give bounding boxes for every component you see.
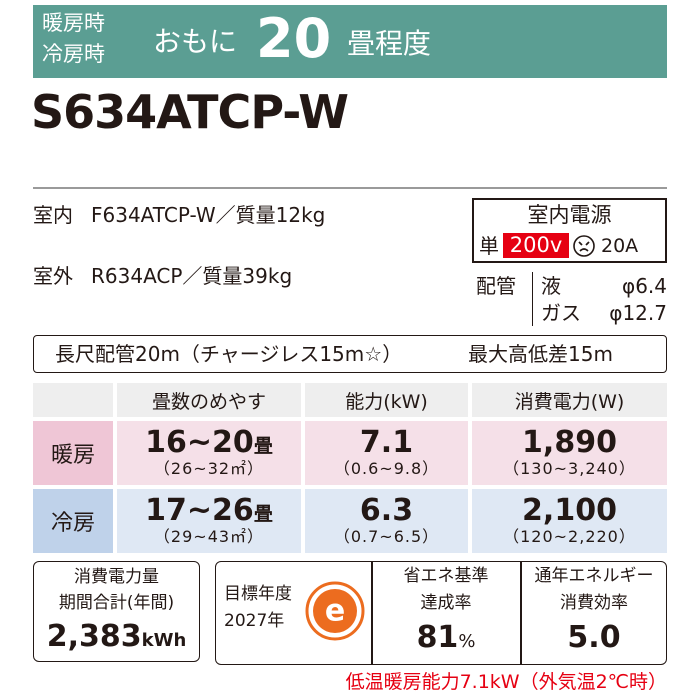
achievement-label: 達成率 [420,593,472,613]
cell-range: （120~2,220） [503,527,636,546]
piping-label: 配管 [476,274,516,298]
annual-label: 消費電力量 [74,567,159,587]
cell-main: 1,890 [522,425,617,460]
liquid-size: φ6.4 [622,274,667,298]
plug-icon [573,235,595,257]
apf-value: 5.0 [567,620,621,655]
cell-range: （26~32㎡） [153,459,265,478]
indoor-label: 室内 [33,203,73,227]
achievement-value: 81 [416,620,459,655]
annual-label: 期間合計(年間) [58,593,175,613]
cell-main: 7.1 [359,425,414,460]
footer-note: 低温暖房能力7.1kW（外気温2℃時） [345,671,667,693]
cell-range: （0.7~6.5） [333,527,440,546]
row-label: 暖房 [33,421,113,485]
cell-range: （130~3,240） [503,459,636,478]
table-cell: 1,890 （130~3,240） [472,421,667,485]
apf-label: 通年エネルギー [534,566,654,586]
table-cell: 16~20畳 （26~32㎡） [117,421,301,485]
cell-main: 16~20 [145,425,254,460]
annual-box [33,561,200,662]
liquid-name: 液 [541,274,561,298]
annual-unit: kWh [141,630,187,651]
cell-unit: 畳 [253,435,273,457]
efficiency-divider [371,561,373,665]
banner-prefix: おもに [153,25,238,58]
gas-size: φ12.7 [609,301,667,325]
outdoor-unit: 室外 R634ACP／質量39kg [33,262,292,290]
annual-value: 2,383 [46,619,142,654]
energy-mark: e [305,581,365,641]
annual-value-line: 2,383kWh [33,619,200,659]
max-height: 最大高低差15m [468,342,613,366]
indoor-unit: 室内 F634ATCP-W／質量12kg [33,201,325,229]
value-line: 17~26畳 [145,495,273,527]
table-cell: 2,100 （120~2,220） [472,489,667,553]
header-cell: 能力(kW) [305,383,468,417]
target-label: 目標年度 [224,584,292,604]
power-title: 室内電源 [527,203,612,227]
cell-main: 6.3 [359,493,414,528]
header-cell: 畳数のめやす [117,383,301,417]
banner [33,5,667,78]
table-cell: 17~26畳 （29~43㎡） [117,489,301,553]
outdoor-label: 室外 [33,264,73,288]
row-label: 冷房 [33,489,113,553]
gas-name: ガス [541,301,581,325]
value-line: 16~20畳 [145,427,273,459]
banner-mode: 暖房時 [42,11,105,35]
energy-mark-letter: e [325,594,345,629]
banner-suffix: 畳程度 [347,27,432,60]
achievement-unit: % [458,631,476,652]
apf-label: 消費効率 [560,593,628,613]
table-cell: 7.1 （0.6~9.8） [305,421,468,485]
header-cell: 消費電力(W) [472,383,667,417]
target-year: 2027年 [224,611,285,631]
piping-divider [532,272,533,326]
indoor-spec: F634ATCP-W／質量12kg [91,203,326,227]
achievement-value-line: 81% [372,620,520,660]
efficiency-divider [520,561,522,665]
table-cell: 6.3 （0.7~6.5） [305,489,468,553]
banner-size: 20 [256,7,332,70]
efficiency-box [215,561,667,665]
banner-mode: 冷房時 [42,42,105,66]
power-phase: 単 [479,234,499,258]
divider [33,187,667,189]
piping-note-box [33,335,667,373]
header-cell [33,383,113,417]
cell-range: （0.6~9.8） [333,459,440,478]
power-box [472,198,667,263]
cell-range: （29~43㎡） [153,527,265,546]
cell-unit: 畳 [253,503,273,525]
cell-main: 2,100 [522,493,617,528]
cell-main: 17~26 [145,493,254,528]
power-voltage: 200v [503,233,569,258]
achievement-label: 省エネ基準 [403,566,489,586]
long-piping: 長尺配管20m（チャージレス15m☆） [55,342,403,366]
model-name: S634ATCP-W [31,85,349,139]
power-current: 20A [601,235,639,257]
outdoor-spec: R634ACP／質量39kg [91,264,293,288]
